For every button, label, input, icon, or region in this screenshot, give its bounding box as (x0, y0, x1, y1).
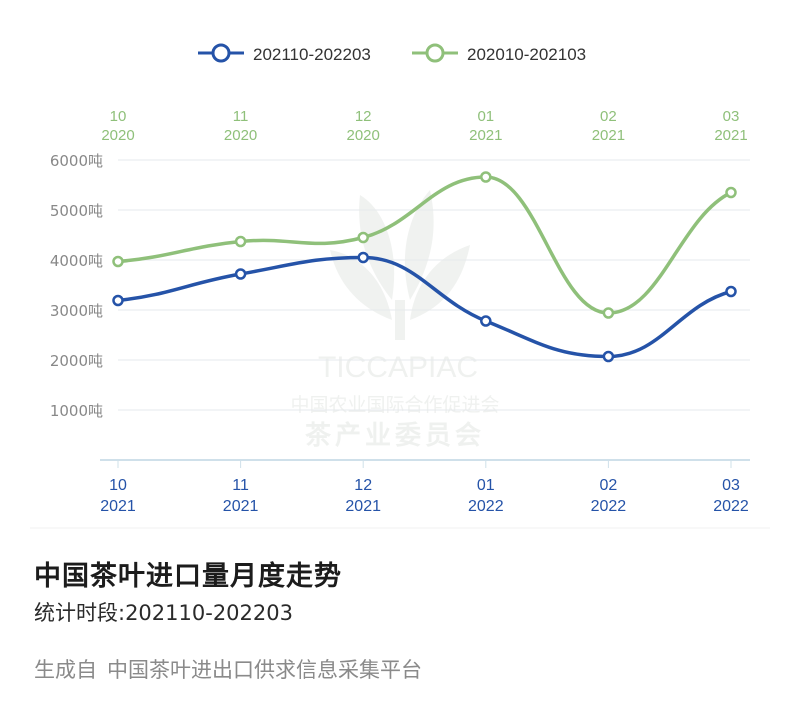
x-tick-label-top: 2021 (469, 127, 502, 144)
x-tick-label-top: 2021 (592, 127, 625, 144)
legend-marker-series-2 (425, 43, 445, 63)
x-tick-label-bottom: 2021 (223, 498, 259, 515)
y-axis-ticks: 1000吨 2000吨 3000吨 4000吨 5000吨 6000吨 (50, 152, 103, 420)
statistics-period: 统计时段:202110-202203 (34, 601, 293, 625)
data-point[interactable] (480, 315, 492, 327)
line-chart: TICCAPIAC 中国农业国际合作促进会 茶产业委员会 202110-2022… (30, 43, 770, 529)
source-line: 生成自 中国茶叶进出口供求信息采集平台 (34, 654, 432, 684)
data-point[interactable] (357, 251, 369, 264)
data-point[interactable] (234, 268, 247, 280)
legend-item-series-2[interactable]: 202010-202103 (412, 43, 586, 64)
watermark-text-1: TICCAPIAC (318, 351, 478, 384)
data-point[interactable] (357, 231, 369, 244)
legend-marker-series-1 (211, 43, 231, 63)
x-tick-label-bottom: 2022 (468, 498, 504, 515)
source-prefix: 生成自 (34, 658, 97, 682)
y-tick-label: 2000吨 (50, 352, 103, 370)
data-point[interactable] (234, 235, 247, 248)
y-tick-label: 1000吨 (50, 402, 103, 420)
data-point[interactable] (112, 255, 124, 268)
legend: 202110-202203 202010-202103 (198, 43, 586, 64)
x-tick-label-top: 03 (723, 108, 740, 125)
x-tick-label-top: 2020 (224, 127, 257, 144)
x-tick-label-top: 10 (110, 108, 127, 125)
x-tick-label-top: 11 (233, 108, 249, 125)
watermark-text-2: 中国农业国际合作促进会 (290, 394, 499, 416)
data-point[interactable] (725, 186, 737, 199)
watermark-leaf-logo (330, 190, 470, 340)
chart-title: 中国茶叶进口量月度走势 (34, 561, 342, 592)
watermark: TICCAPIAC 中国农业国际合作促进会 茶产业委员会 (290, 190, 500, 451)
x-axis-top: 10 2020 11 2020 12 2020 01 2021 02 2021 03 2021 (101, 108, 747, 144)
y-tick-label: 4000吨 (50, 252, 103, 270)
y-tick-label: 6000吨 (50, 152, 103, 170)
data-point[interactable] (602, 307, 615, 319)
legend-label-series-1: 202110-202203 (253, 45, 371, 64)
y-tick-label: 5000吨 (50, 202, 103, 220)
gridlines (118, 159, 750, 411)
x-tick-label-top: 01 (477, 108, 494, 125)
legend-item-series-1[interactable]: 202110-202203 (198, 43, 371, 64)
source-name: 中国茶叶进出口供求信息采集平台 (107, 658, 422, 682)
x-tick-label-top: 2020 (347, 127, 380, 144)
x-tick-label-bottom: 2021 (100, 498, 136, 515)
x-tick-label-top: 2021 (714, 127, 747, 144)
series-points (112, 171, 737, 363)
y-tick-label: 3000吨 (50, 302, 103, 320)
series-line-1 (116, 255, 733, 359)
x-tick-label-bottom: 03 (722, 477, 740, 494)
x-tick-label-bottom: 2021 (345, 498, 381, 515)
x-tick-label-bottom: 2022 (713, 498, 749, 515)
x-tick-label-bottom: 2022 (591, 498, 627, 515)
x-tick-label-bottom: 02 (600, 477, 618, 494)
x-tick-label-bottom: 12 (354, 477, 372, 494)
x-tick-label-bottom: 10 (109, 477, 127, 494)
data-point[interactable] (480, 171, 492, 183)
x-tick-label-top: 12 (355, 108, 372, 125)
data-point[interactable] (602, 350, 615, 363)
legend-label-series-2: 202010-202103 (467, 45, 586, 64)
x-tick-label-bottom: 11 (232, 477, 249, 494)
x-axis-bottom: 10 2021 11 2021 12 2021 01 2022 02 2022 03 2022 (100, 460, 749, 515)
data-point[interactable] (725, 285, 737, 298)
x-tick-label-top: 2020 (101, 127, 134, 144)
x-tick-label-bottom: 01 (477, 477, 495, 494)
watermark-text-3: 茶产业委员会 (305, 421, 485, 451)
x-tick-label-top: 02 (600, 108, 617, 125)
data-point[interactable] (112, 294, 124, 307)
